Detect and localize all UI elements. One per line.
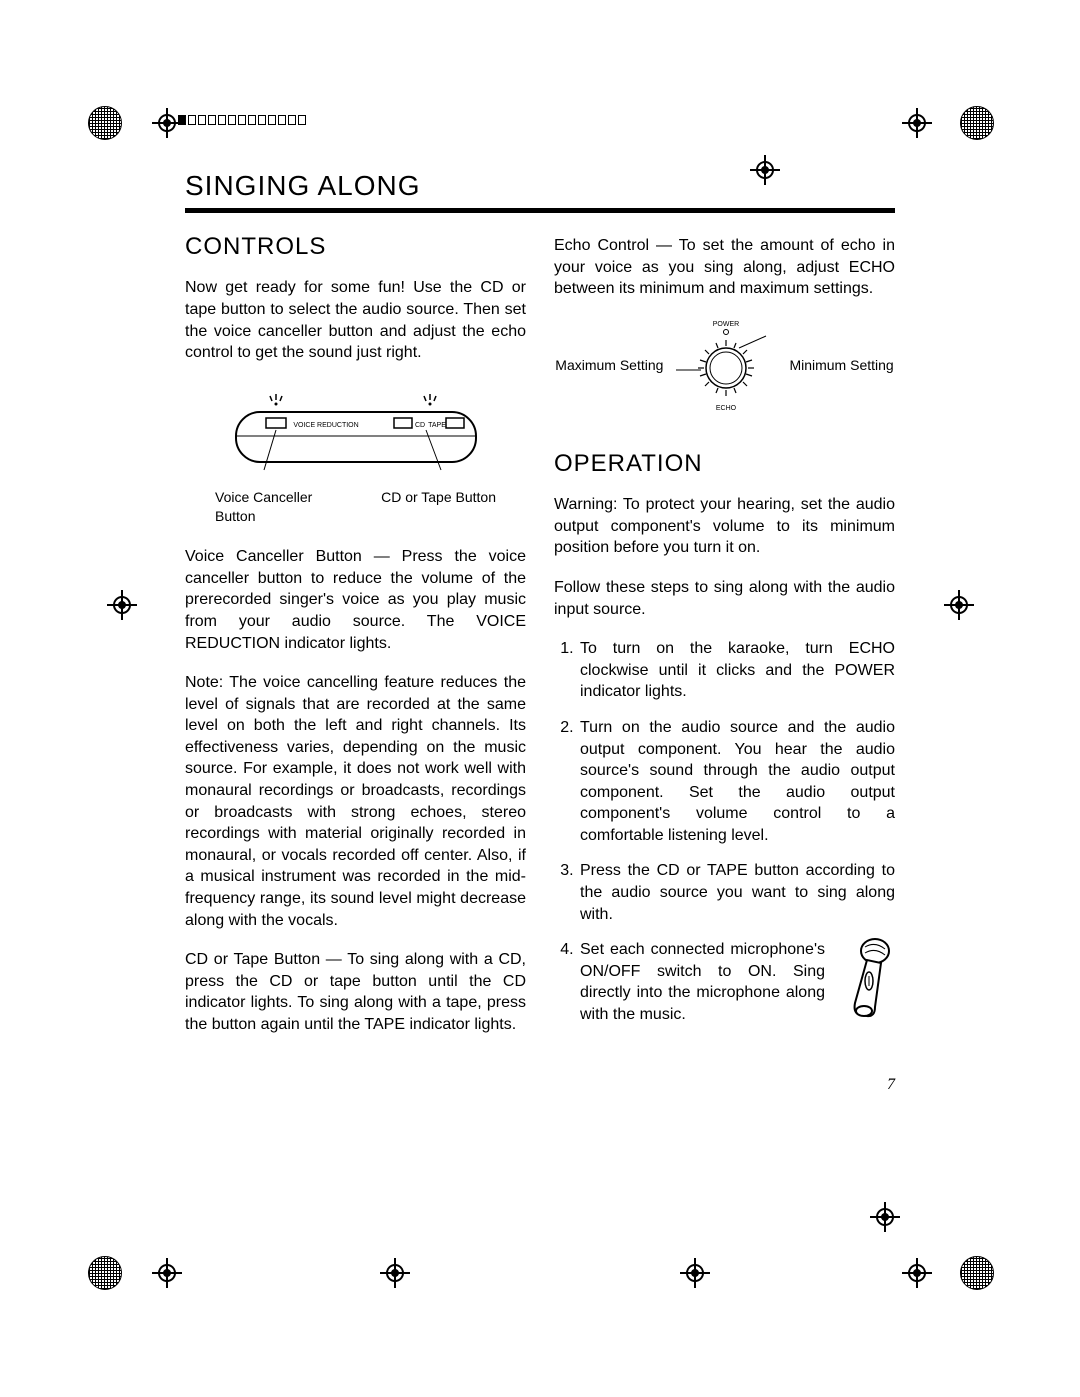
left-column: CONTROLS Now get ready for some fun! Use…: [185, 231, 526, 1036]
step-3: Press the CD or TAPE button according to…: [578, 860, 895, 925]
voice-reduction-label: VOICE REDUCTION: [293, 422, 358, 429]
min-setting-label: Minimum Setting: [789, 357, 893, 373]
follow-para: Follow these steps to sing along with th…: [554, 577, 895, 620]
step-1: To turn on the karaoke, turn ECHO clockw…: [578, 638, 895, 703]
crosshair-icon: [107, 590, 137, 620]
page-number: 7: [185, 1076, 895, 1094]
operation-steps: To turn on the karaoke, turn ECHO clockw…: [554, 638, 895, 1026]
section-controls: CONTROLS: [185, 231, 526, 263]
crosshair-icon: [902, 1258, 932, 1288]
warning-para: Warning: To protect your hearing, set th…: [554, 494, 895, 559]
svg-text:ECHO: ECHO: [716, 405, 737, 412]
svg-text:CD: CD: [414, 422, 424, 429]
voice-canceller-para: Voice Canceller Button — Press the voice…: [185, 546, 526, 654]
main-title: SINGING ALONG: [185, 170, 895, 208]
reg-circle-bl: [88, 1256, 122, 1290]
crosshair-icon: [152, 1258, 182, 1288]
reg-circle-tl: [88, 106, 122, 140]
max-setting-label: Maximum Setting: [555, 357, 663, 373]
note-para: Note: The voice cancelling feature reduc…: [185, 672, 526, 931]
crosshair-icon: [902, 108, 932, 138]
reg-circle-br: [960, 1256, 994, 1290]
controls-figure-captions: Voice Canceller Button CD or Tape Button: [215, 488, 496, 526]
step-2: Turn on the audio source and the audio o…: [578, 717, 895, 847]
filename-row: [178, 115, 306, 125]
crosshair-icon: [870, 1202, 900, 1232]
svg-text:TAPE: TAPE: [428, 422, 446, 429]
page-content: SINGING ALONG CONTROLS Now get ready for…: [185, 170, 895, 1094]
caption-cd-tape: CD or Tape Button: [381, 488, 496, 526]
title-rule: [185, 208, 895, 213]
crosshair-icon: [944, 590, 974, 620]
right-column: Echo Control — To set the amount of echo…: [554, 231, 895, 1036]
caption-voice-canceller: Voice Canceller Button: [215, 488, 335, 526]
step-4-text: Set each connected microphone's ON/OFF s…: [580, 939, 825, 1025]
reg-circle-tr: [960, 106, 994, 140]
step-4: Set each connected microphone's ON/OFF s…: [578, 939, 895, 1025]
crosshair-icon: [380, 1258, 410, 1288]
controls-figure: VOICE REDUCTION CD TAPE: [185, 382, 526, 479]
svg-text:POWER: POWER: [713, 321, 739, 328]
cd-tape-para: CD or Tape Button — To sing along with a…: [185, 949, 526, 1035]
echo-control-para: Echo Control — To set the amount of echo…: [554, 235, 895, 300]
section-operation: OPERATION: [554, 448, 895, 480]
microphone-icon: [835, 933, 895, 1025]
crosshair-icon: [680, 1258, 710, 1288]
controls-intro: Now get ready for some fun! Use the CD o…: [185, 277, 526, 363]
echo-figure: Maximum Setting POWER: [554, 318, 895, 414]
